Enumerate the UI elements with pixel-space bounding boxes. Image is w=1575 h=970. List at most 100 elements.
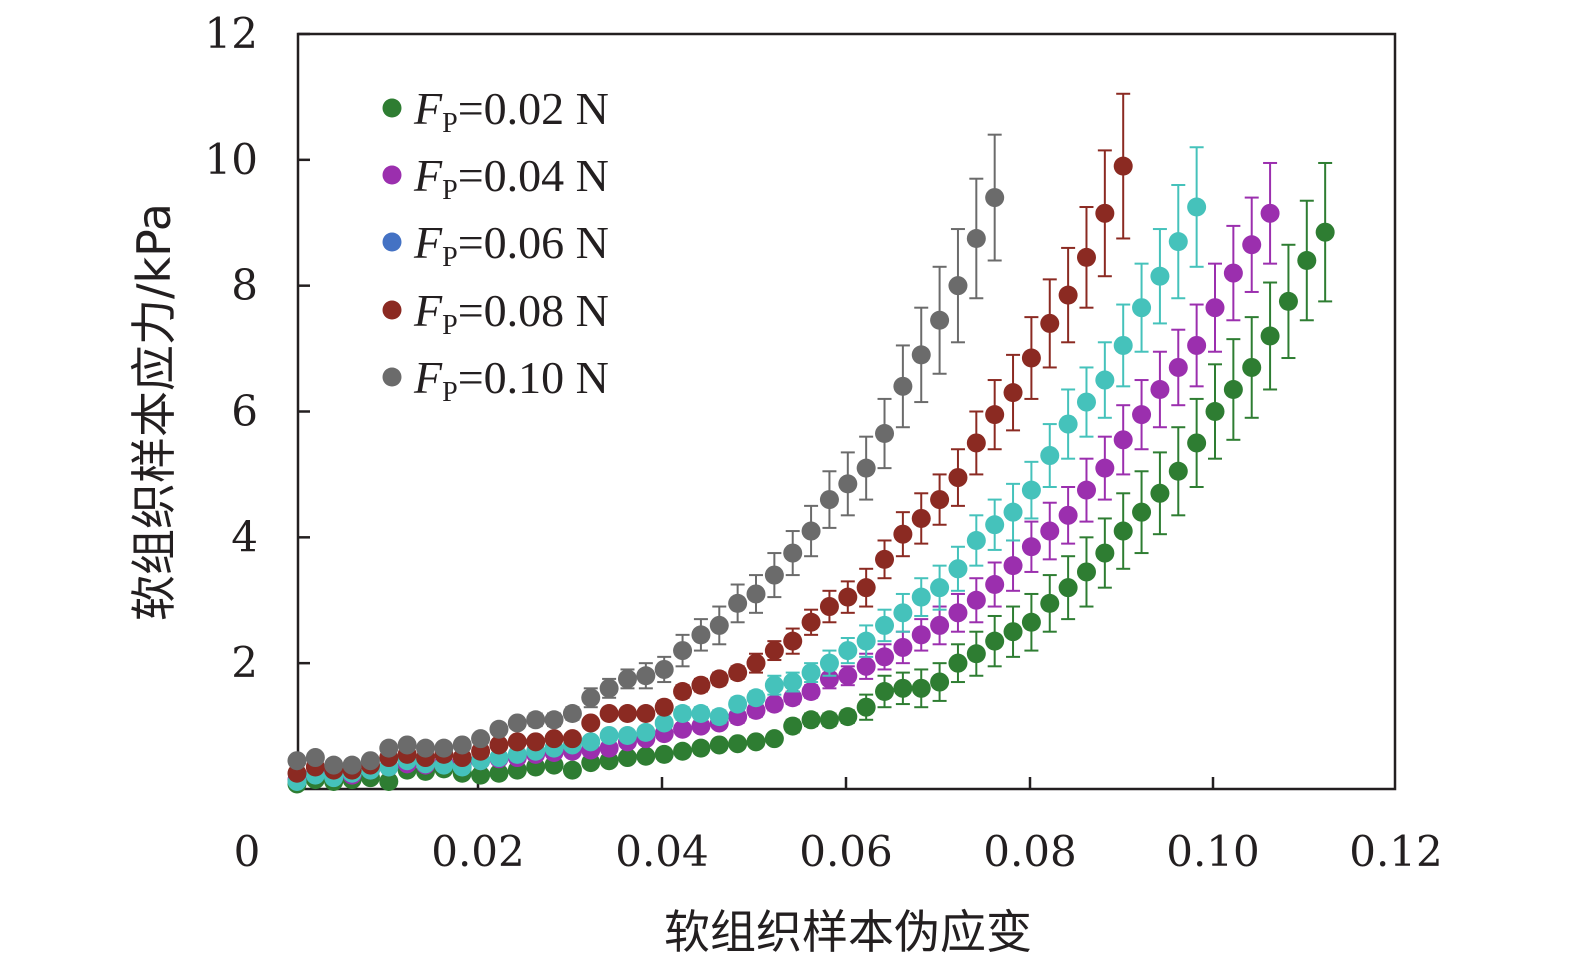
data-point [709, 669, 729, 689]
x-tick-label: 0.04 [615, 827, 709, 876]
legend-item: FP=0.10 N [382, 352, 609, 408]
data-point [1205, 298, 1225, 318]
data-point [581, 688, 601, 708]
data-point [544, 729, 564, 749]
data-point [948, 559, 968, 579]
x-tick-label: 0.12 [1349, 827, 1443, 876]
legend-item: FP=0.08 N [382, 285, 609, 341]
data-point [1260, 326, 1280, 346]
data-point [966, 228, 986, 248]
data-point [507, 713, 527, 733]
data-point [617, 748, 637, 768]
data-point [930, 578, 950, 598]
data-point [1095, 370, 1115, 390]
data-point [985, 631, 1005, 651]
legend-symbol: F [413, 352, 443, 403]
data-point [948, 603, 968, 623]
legend-symbol: F [413, 83, 443, 134]
data-point [966, 590, 986, 610]
data-point [819, 669, 839, 689]
data-point [1260, 203, 1280, 223]
data-point [1168, 357, 1188, 377]
data-point [673, 741, 693, 761]
data-point [599, 726, 619, 746]
data-point [911, 345, 931, 365]
data-point [985, 515, 1005, 535]
data-point [581, 732, 601, 752]
data-point [1040, 313, 1060, 333]
data-point [526, 710, 546, 730]
x-tick-label: 0.02 [431, 827, 525, 876]
data-point [434, 738, 454, 758]
data-point [1040, 446, 1060, 466]
data-point [654, 713, 674, 733]
data-point [1205, 402, 1225, 421]
data-point [1003, 622, 1023, 642]
legend-item: FP=0.04 N [382, 150, 609, 206]
data-point [1223, 379, 1243, 399]
data-point [1021, 537, 1041, 557]
data-point [875, 681, 895, 701]
y-axis-title: 软组织样本应力/kPa [127, 203, 181, 621]
data-point [452, 735, 472, 755]
data-point [1223, 263, 1243, 283]
legend-subscript: P [442, 108, 458, 139]
legend-label: FP=0.10 N [413, 352, 609, 408]
data-point [1095, 203, 1115, 223]
data-point [673, 681, 693, 701]
data-point [709, 707, 729, 727]
data-point [1113, 521, 1133, 541]
data-point [728, 593, 748, 613]
data-point [746, 732, 766, 752]
y-axis-ticks: 2 4 6 8 10 12 [205, 9, 310, 687]
data-point [819, 653, 839, 673]
y-tick-label: 8 [231, 261, 258, 310]
data-point [507, 732, 527, 752]
data-point [1113, 335, 1133, 355]
data-point [893, 603, 913, 623]
data-point [1132, 405, 1152, 425]
data-point [1076, 247, 1096, 267]
legend-marker [382, 165, 402, 185]
data-point [930, 490, 950, 510]
data-point [856, 631, 876, 651]
data-point [783, 672, 803, 692]
data-point [581, 713, 601, 733]
data-point [342, 755, 362, 775]
data-point [397, 735, 417, 755]
data-point [617, 704, 637, 723]
data-point [1242, 357, 1262, 377]
legend-value: =0.04 N [458, 150, 609, 201]
data-point [985, 405, 1005, 425]
data-point [654, 659, 674, 679]
legend-subscript: P [442, 175, 458, 206]
legend-label: FP=0.02 N [413, 83, 609, 139]
data-point [1278, 291, 1298, 311]
legend-marker [382, 367, 402, 387]
y-tick-label: 10 [205, 135, 258, 184]
legend-marker [382, 98, 402, 118]
data-point [379, 738, 399, 758]
data-point [985, 575, 1005, 595]
data-point [728, 694, 748, 714]
data-point [893, 678, 913, 698]
data-point [819, 490, 839, 510]
data-point [1150, 483, 1170, 503]
data-point [819, 710, 839, 730]
data-point [1021, 612, 1041, 632]
series-layer [287, 92, 1335, 794]
data-point [1150, 379, 1170, 399]
legend-subscript: P [442, 377, 458, 408]
data-point [1003, 383, 1023, 403]
y-tick-label: 4 [231, 512, 258, 561]
data-point [911, 587, 931, 607]
legend-marker [382, 300, 402, 320]
data-point [1168, 232, 1188, 252]
data-point [746, 584, 766, 604]
legend-value: =0.10 N [458, 352, 609, 403]
data-point [1095, 458, 1115, 478]
data-point [728, 734, 748, 754]
data-point [1021, 480, 1041, 500]
data-point [1187, 433, 1207, 453]
